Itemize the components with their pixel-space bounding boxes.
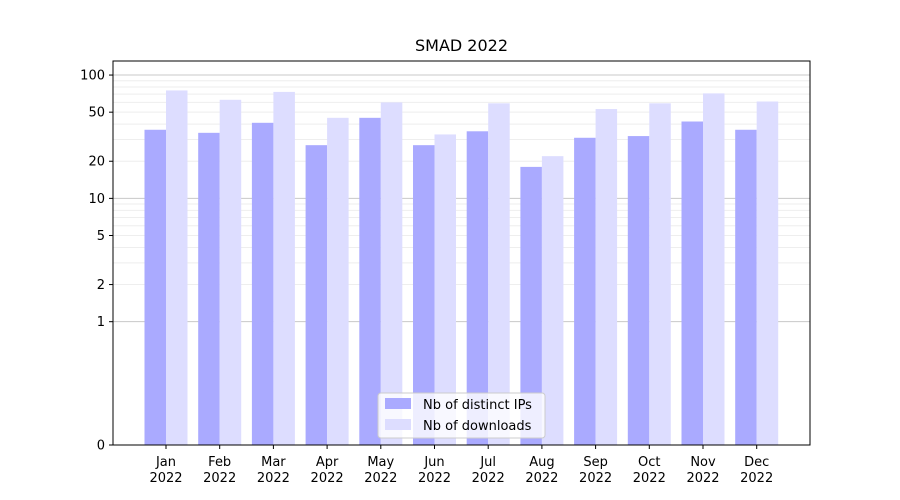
bars	[144, 90, 779, 446]
y-tick-label: 50	[88, 106, 105, 121]
x-tick-label-year: 2022	[418, 471, 451, 486]
bar-downloads-sep	[595, 109, 618, 445]
chart-title: SMAD 2022	[415, 36, 508, 55]
x-tick-label-month: May	[367, 455, 394, 470]
bar-distinct-ips-mar	[251, 122, 274, 445]
y-tick-label: 100	[80, 69, 105, 84]
y-axis: 0 1 2 5 10 20 50 100	[80, 69, 113, 454]
bar-distinct-ips-jul	[466, 131, 489, 446]
bar-downloads-nov	[703, 93, 725, 446]
bar-distinct-ips-nov	[681, 121, 703, 445]
bar-distinct-ips-aug	[520, 166, 542, 445]
bar-distinct-ips-dec	[735, 129, 757, 445]
bar-downloads-may	[380, 102, 403, 446]
x-tick-label-month: Dec	[744, 455, 769, 470]
legend-swatch-ips	[385, 398, 411, 409]
bar-distinct-ips-may	[359, 117, 381, 446]
bar-distinct-ips-sep	[574, 137, 596, 445]
bar-downloads-feb	[219, 99, 242, 445]
x-tick-label-month: Apr	[316, 455, 339, 470]
x-tick-label-year: 2022	[364, 471, 397, 486]
bar-downloads-oct	[649, 103, 671, 446]
x-tick-label-month: Aug	[529, 455, 554, 470]
x-axis: Jan2022Feb2022Mar2022Apr2022May2022Jun20…	[149, 445, 773, 486]
y-tick-label: 2	[97, 278, 105, 293]
y-tick-label: 1	[97, 315, 105, 330]
bar-distinct-ips-feb	[198, 132, 220, 445]
y-tick-label: 10	[88, 192, 105, 207]
x-tick-label-month: Sep	[583, 455, 608, 470]
bar-distinct-ips-jun	[413, 145, 435, 445]
x-tick-label-month: Oct	[638, 455, 660, 470]
legend: Nb of distinct IPs Nb of downloads	[377, 392, 546, 439]
x-tick-label-year: 2022	[633, 471, 666, 486]
bar-downloads-jun	[434, 134, 456, 446]
x-tick-label-year: 2022	[579, 471, 612, 486]
bar-downloads-jan	[166, 90, 188, 445]
x-tick-label-year: 2022	[686, 471, 719, 486]
x-tick-label-month: Jul	[479, 455, 496, 470]
x-tick-label-month: Mar	[261, 455, 286, 470]
bar-downloads-aug	[541, 156, 564, 445]
bar-downloads-dec	[756, 101, 779, 445]
y-tick-label: 0	[97, 439, 105, 454]
x-tick-label-year: 2022	[311, 471, 344, 486]
x-tick-label-year: 2022	[257, 471, 290, 486]
y-tick-label: 5	[97, 229, 105, 244]
x-tick-label-month: Jan	[155, 455, 176, 470]
bar-distinct-ips-oct	[627, 136, 650, 445]
bar-downloads-jul	[488, 103, 510, 446]
x-tick-label-year: 2022	[525, 471, 558, 486]
x-tick-label-month: Feb	[208, 455, 231, 470]
x-tick-label-year: 2022	[472, 471, 505, 486]
plot-frame	[112, 60, 811, 446]
bar-downloads-apr	[327, 117, 349, 446]
bar-downloads-mar	[273, 91, 295, 446]
x-tick-label-year: 2022	[149, 471, 182, 486]
legend-label-ips: Nb of distinct IPs	[423, 398, 532, 413]
x-tick-label-month: Nov	[690, 455, 716, 470]
x-tick-label-year: 2022	[740, 471, 773, 486]
bar-distinct-ips-apr	[305, 145, 328, 445]
x-tick-label-month: Jun	[423, 455, 444, 470]
x-tick-label-year: 2022	[203, 471, 236, 486]
legend-box	[377, 392, 546, 439]
legend-label-downloads: Nb of downloads	[423, 419, 532, 434]
bar-distinct-ips-jan	[144, 129, 166, 445]
y-tick-label: 20	[88, 155, 105, 170]
legend-swatch-downloads	[385, 419, 411, 430]
